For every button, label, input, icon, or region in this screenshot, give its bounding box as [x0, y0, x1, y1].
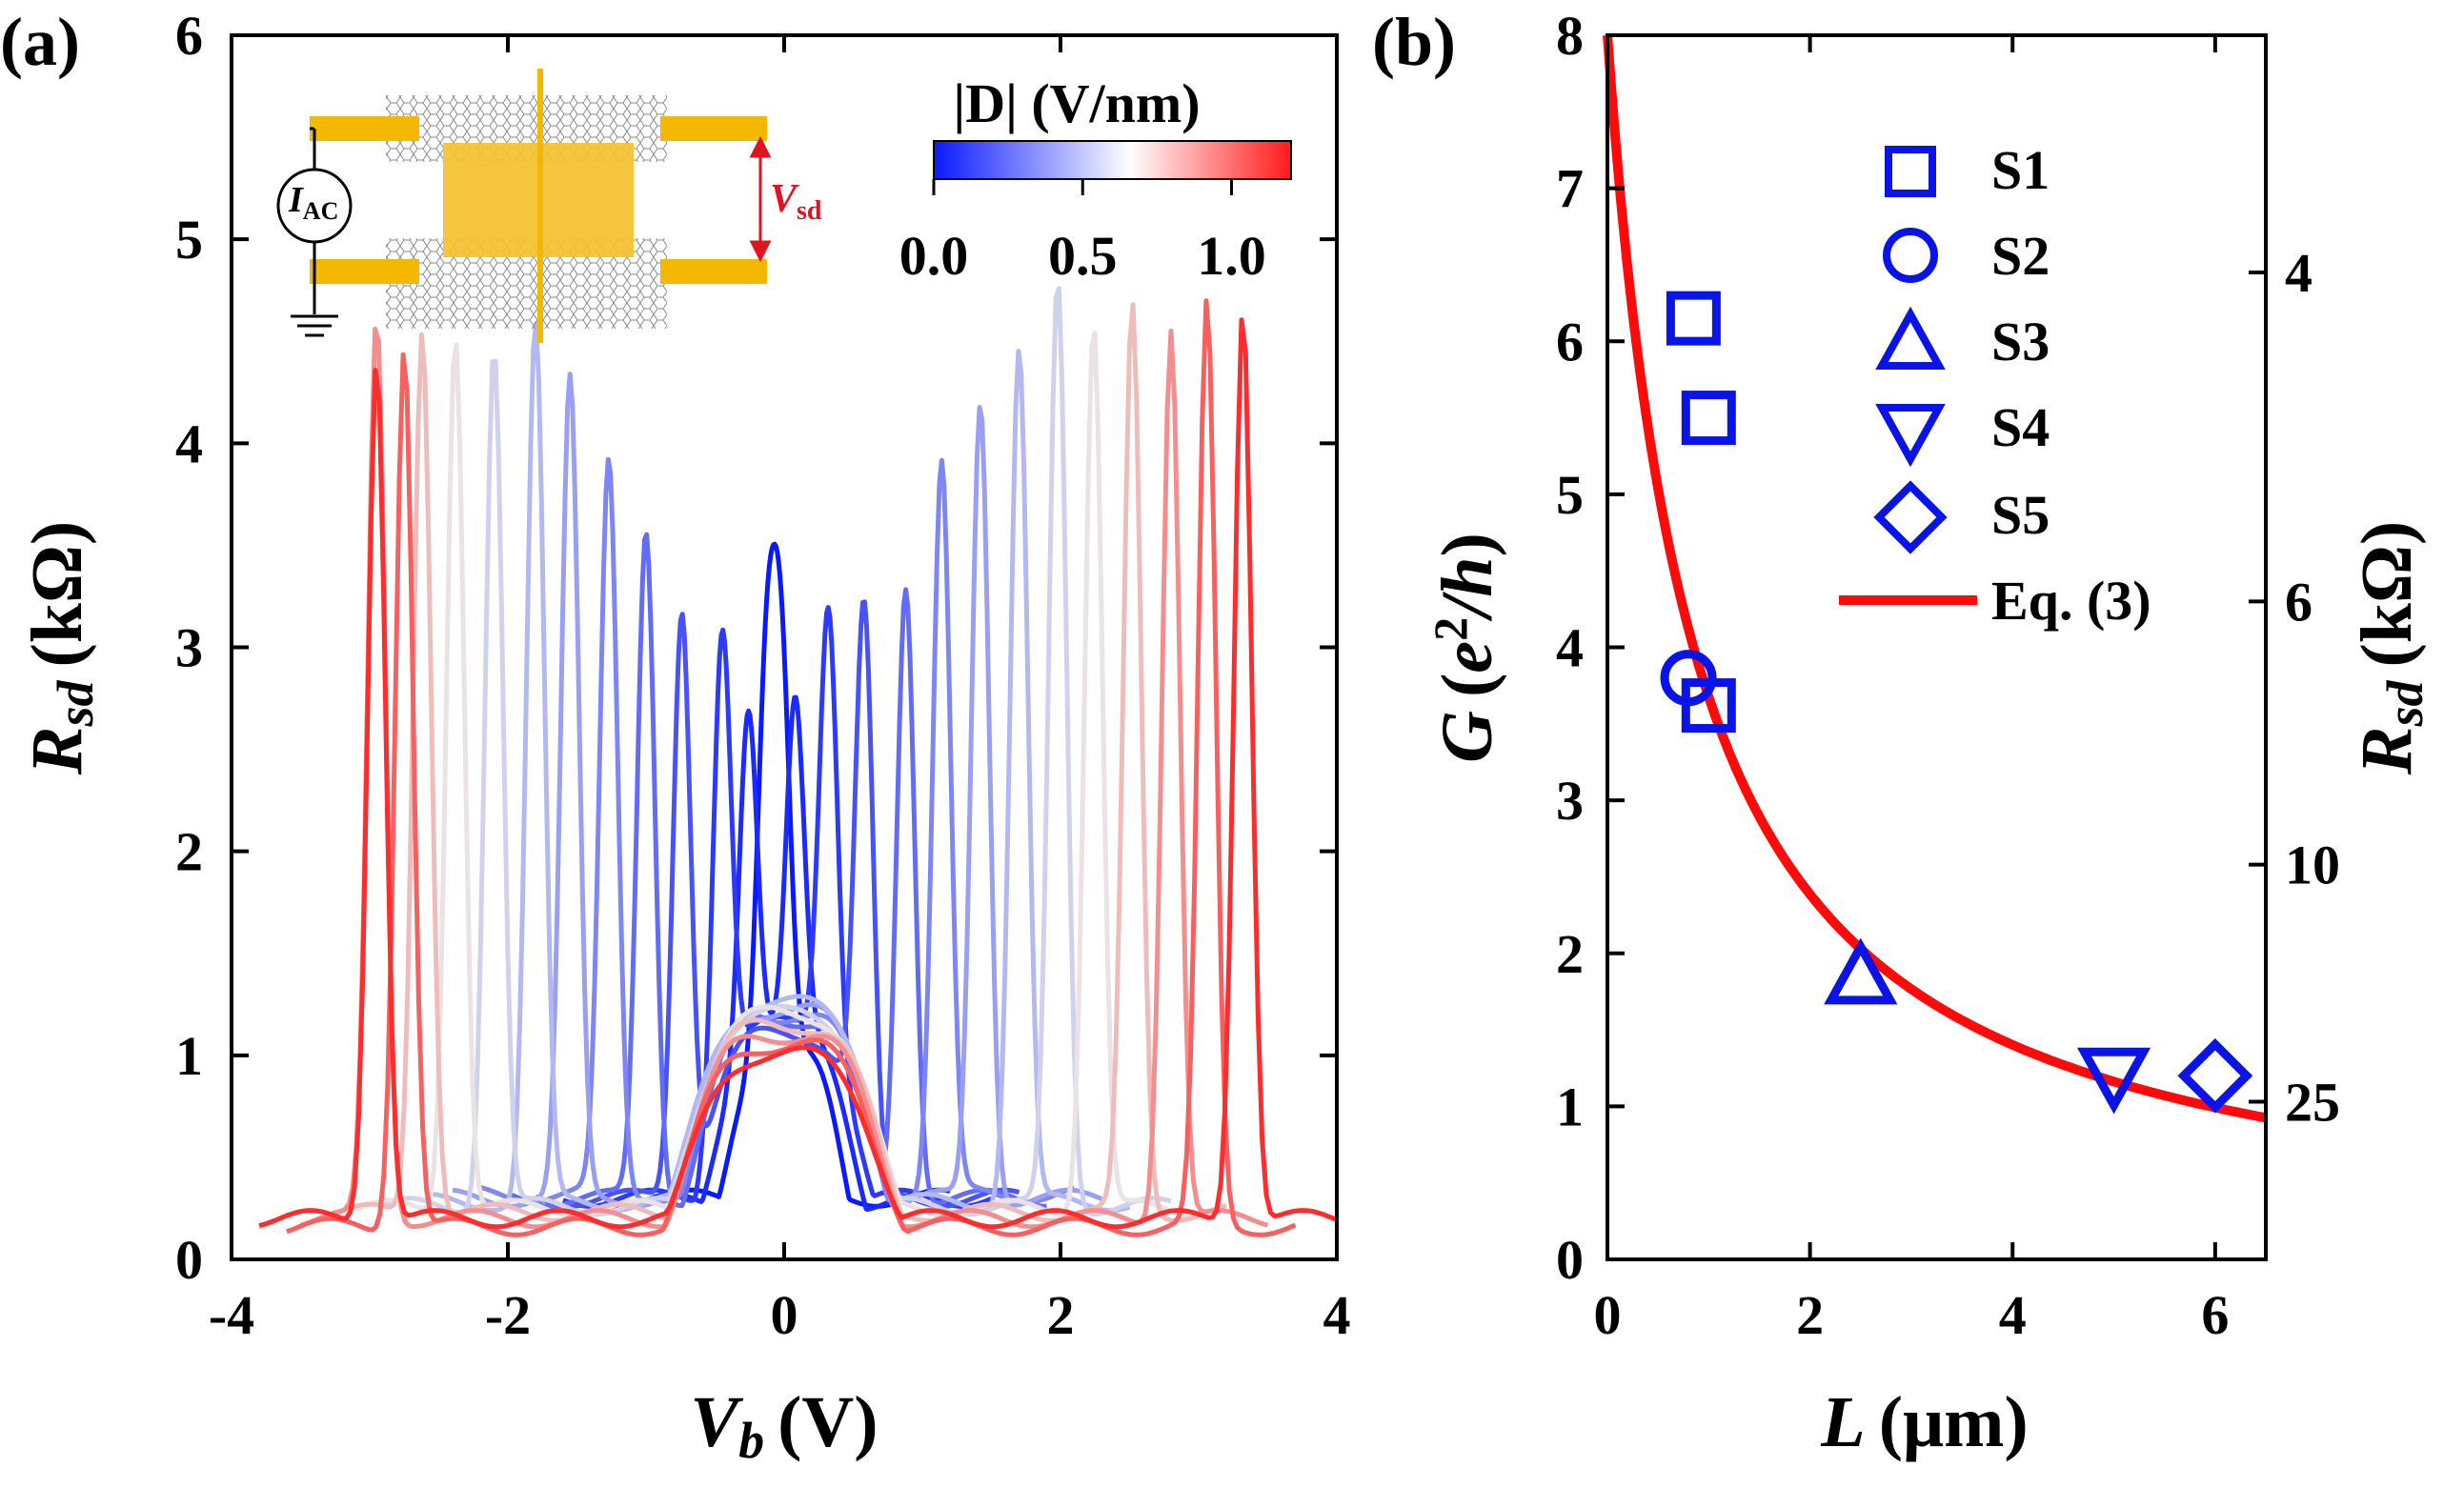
- b-xtick-label: 0: [1594, 1284, 1622, 1346]
- current-source-label: IAC: [288, 180, 338, 225]
- panel-b-y2-axis-title: Rsd(kΩ): [2347, 521, 2434, 775]
- a-xtick-label: -4: [209, 1284, 254, 1346]
- legend-s2-marker: [1883, 228, 1938, 283]
- a-ytick-label: 0: [175, 1229, 203, 1291]
- legend-s5-marker: [1873, 480, 1948, 554]
- colorbar: |D| (V/nm) 0.0 0.5 1.0: [899, 72, 1292, 287]
- legend-s3-label: S3: [1991, 311, 2050, 372]
- panel-a-curves: [258, 286, 1338, 1237]
- curve-d-0-90: [299, 326, 1269, 1230]
- curve-d-0-05: [590, 694, 965, 1214]
- b-ytick-label: 1: [1556, 1076, 1584, 1137]
- a-ytick-label: 5: [175, 209, 203, 271]
- contact-top-left: [310, 116, 419, 141]
- b-y2tick-label: 4: [2285, 242, 2313, 304]
- a-xtick-label: 0: [771, 1284, 798, 1346]
- point-s5-0: [2177, 1037, 2253, 1114]
- device-inset: IAC Vsd: [276, 69, 822, 343]
- panel-b-ticks: 0 2 4 6 0 1 2 3 4 5 6 7 8 4 6 10 25: [1556, 5, 2340, 1346]
- panel-a-x-axis-title: Vb (V): [690, 1382, 878, 1469]
- curve-d-1-15: [258, 317, 1338, 1230]
- colorbar-title: |D| (V/nm): [953, 72, 1200, 134]
- b-y2tick-label: 10: [2285, 834, 2340, 896]
- panel-b-x-axis-title: L (μm): [1820, 1382, 2028, 1462]
- b-xtick-label: 2: [1796, 1284, 1824, 1346]
- a-xtick-label: 2: [1047, 1284, 1075, 1346]
- curve-d-0-58: [382, 286, 1172, 1217]
- b-ytick-label: 7: [1556, 158, 1584, 220]
- panel-b-legend: S1 S2 S3 S4 S5 Eq. (3): [1839, 139, 2151, 632]
- legend-fit-label: Eq. (3): [1991, 570, 2151, 632]
- curve-d-0-42: [452, 372, 1103, 1209]
- a-ytick-label: 1: [175, 1025, 203, 1087]
- b-y2tick-label: 25: [2285, 1072, 2340, 1134]
- colorbar-tick-label: 1.0: [1197, 225, 1266, 287]
- b-ytick-label: 3: [1556, 770, 1584, 832]
- a-ytick-label: 4: [175, 412, 203, 474]
- a-xtick-label: 4: [1323, 1284, 1351, 1346]
- contact-top-right: [660, 116, 767, 141]
- b-ytick-label: 5: [1556, 464, 1584, 526]
- point-s3-0: [1824, 937, 1898, 1005]
- legend-s4-marker: [1875, 404, 1946, 468]
- b-xtick-label: 6: [2201, 1284, 2229, 1346]
- colorbar-ticks: 0.0 0.5 1.0: [899, 179, 1266, 287]
- panel-a-ticks: -4 -2 0 2 4 0 1 2 3 4 5 6: [175, 5, 1351, 1346]
- b-y2tick-label: 6: [2285, 571, 2313, 633]
- panel-a: (a) -4 -2 0 2 4 0 1 2 3 4 5 6 IAC: [0, 4, 1351, 1469]
- point-s1-1: [1681, 391, 1736, 446]
- curve-d-0-18: [535, 599, 1020, 1209]
- curve-d-0-50: [424, 321, 1131, 1214]
- curve-d-1-02: [286, 298, 1297, 1237]
- panel-b-label: (b): [1372, 4, 1456, 80]
- curve-d-0-78: [327, 302, 1227, 1223]
- b-xtick-label: 4: [1999, 1284, 2027, 1346]
- legend-s1-label: S1: [1991, 139, 2050, 201]
- a-ytick-label: 6: [175, 5, 203, 67]
- b-ytick-label: 0: [1556, 1229, 1584, 1291]
- b-ytick-label: 6: [1556, 311, 1584, 372]
- a-ytick-label: 2: [175, 821, 203, 883]
- a-xtick-label: -2: [485, 1284, 531, 1346]
- b-ytick-label: 8: [1556, 5, 1584, 67]
- contact-bottom-right: [660, 259, 767, 284]
- legend-s4-label: S4: [1991, 396, 2050, 458]
- colorbar-gradient: [933, 140, 1292, 180]
- point-s2-0: [1660, 650, 1717, 707]
- legend-s5-label: S5: [1991, 484, 2050, 546]
- current-source-icon: [276, 168, 353, 244]
- voltage-arrow-icon: [749, 135, 772, 263]
- b-ytick-label: 2: [1556, 923, 1584, 985]
- a-ytick-label: 3: [175, 617, 203, 679]
- contact-bottom-left: [310, 259, 419, 284]
- legend-s2-label: S2: [1991, 225, 2050, 287]
- b-ytick-label: 4: [1556, 617, 1584, 679]
- panel-b: (b) 0 2 4 6 0 1 2 3 4 5 6 7 8 4 6 10 25 S1 S2 S3 S4 S5 E…: [1372, 4, 2434, 1462]
- panel-b-plot: [1603, 34, 2267, 1123]
- legend-s3-marker: [1875, 306, 1946, 370]
- colorbar-tick-label: 0.0: [899, 225, 969, 287]
- panel-b-y-axis-title: G(e2/h): [1424, 533, 1507, 763]
- point-s1-0: [1666, 291, 1721, 346]
- panel-b-frame: [1606, 33, 2268, 1261]
- curve-d-0-34: [479, 456, 1076, 1205]
- ground-icon: [291, 314, 338, 337]
- panel-a-label: (a): [0, 4, 80, 80]
- fit-curve: [1603, 34, 2267, 1123]
- voltage-label: Vsd: [770, 177, 822, 226]
- point-s4-0: [2076, 1047, 2151, 1115]
- panel-a-y-axis-title: Rsd(kΩ): [17, 521, 104, 775]
- colorbar-tick-label: 0.5: [1048, 225, 1118, 287]
- legend-s1-marker: [1885, 146, 1936, 197]
